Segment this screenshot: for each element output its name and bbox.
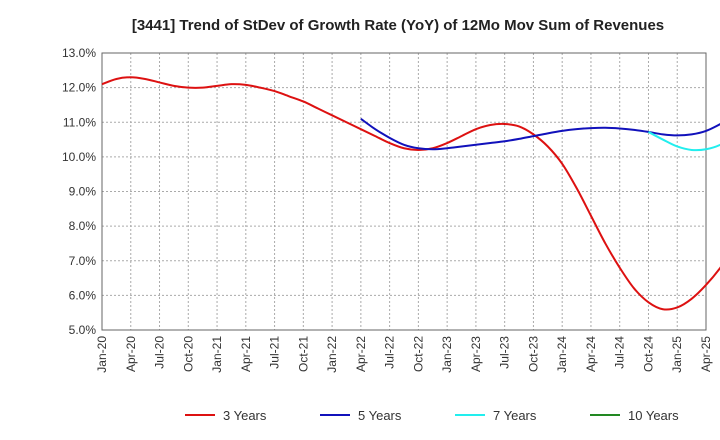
x-tick-label: Oct-20 xyxy=(181,336,195,372)
x-tick-label: Jul-23 xyxy=(498,336,512,369)
x-tick-label: Oct-21 xyxy=(296,336,310,372)
y-tick-label: 10.0% xyxy=(62,150,96,164)
legend-label: 3 Years xyxy=(223,408,267,423)
x-tick-label: Apr-22 xyxy=(354,336,368,372)
y-tick-label: 8.0% xyxy=(69,219,97,233)
x-tick-label: Jan-25 xyxy=(670,336,684,373)
legend: 3 Years 5 Years 7 Years 10 Years xyxy=(185,408,679,423)
series-lines xyxy=(101,76,720,311)
x-tick-label: Apr-23 xyxy=(469,336,483,372)
y-tick-label: 12.0% xyxy=(62,81,96,95)
x-axis-ticks: Jan-20 Apr-20 Jul-20 Oct-20 Jan-21 Apr-21 Jul-… xyxy=(95,336,713,373)
y-tick-label: 7.0% xyxy=(69,254,97,268)
x-tick-label: Jan-23 xyxy=(440,336,454,373)
series-line-1 xyxy=(101,76,720,311)
legend-label: 10 Years xyxy=(628,408,679,423)
plot-area-border xyxy=(101,52,707,331)
x-tick-label: Oct-22 xyxy=(411,336,425,372)
x-tick-label: Jul-24 xyxy=(613,336,627,369)
x-tick-label: Oct-23 xyxy=(526,336,540,372)
x-tick-label: Jul-21 xyxy=(268,336,282,369)
y-tick-label: 13.0% xyxy=(62,46,96,60)
series-line-2 xyxy=(360,117,720,151)
x-tick-label: Apr-21 xyxy=(239,336,253,372)
x-tick-label: Jul-22 xyxy=(383,336,397,369)
y-axis-ticks: 5.0% 6.0% 7.0% 8.0% 9.0% 10.0% 11.0% 12.0% 13.0% xyxy=(62,46,96,337)
x-tick-label: Jan-24 xyxy=(555,336,569,373)
x-tick-label: Jan-22 xyxy=(325,336,339,373)
x-tick-label: Oct-24 xyxy=(641,336,655,372)
series-line-3 xyxy=(648,131,720,152)
y-tick-label: 5.0% xyxy=(69,323,97,337)
x-tick-label: Apr-25 xyxy=(699,336,713,372)
legend-label: 7 Years xyxy=(493,408,537,423)
y-tick-label: 11.0% xyxy=(63,115,96,129)
x-tick-label: Apr-20 xyxy=(124,336,138,372)
y-tick-label: 9.0% xyxy=(69,185,97,199)
chart-title: [3441] Trend of StDev of Growth Rate (Yo… xyxy=(132,17,664,34)
x-tick-label: Jul-20 xyxy=(153,336,167,369)
legend-label: 5 Years xyxy=(358,408,402,423)
x-tick-label: Jan-21 xyxy=(210,336,224,373)
x-tick-label: Apr-24 xyxy=(584,336,598,372)
x-tick-label: Jan-20 xyxy=(95,336,109,373)
y-tick-label: 6.0% xyxy=(69,288,97,302)
